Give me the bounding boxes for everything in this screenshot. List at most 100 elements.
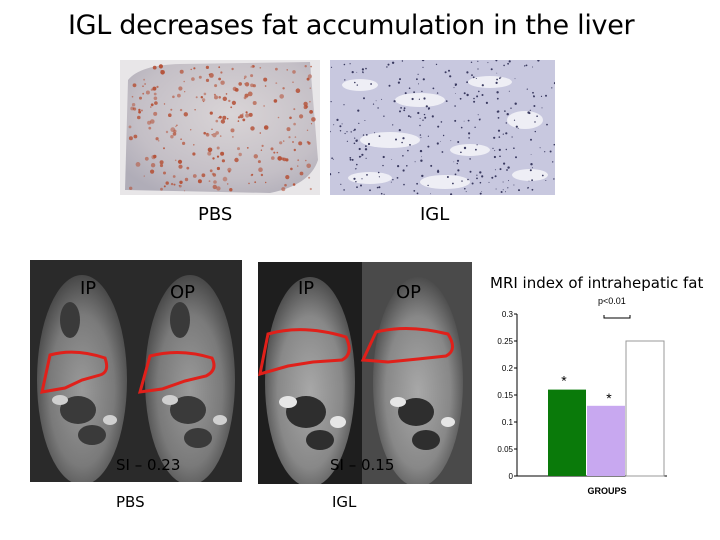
nucleus-dot — [387, 63, 390, 66]
nucleus-dot — [545, 94, 547, 97]
nucleus-dot — [365, 134, 368, 136]
nucleus-dot — [456, 162, 458, 165]
lipid-droplet — [207, 151, 212, 156]
nucleus-dot — [339, 130, 342, 132]
lipid-droplet — [306, 77, 310, 81]
nucleus-dot — [497, 117, 500, 119]
nucleus-dot — [529, 109, 531, 111]
lipid-droplet — [154, 101, 158, 105]
nucleus-dot — [427, 108, 430, 110]
significance-star-1: * — [561, 373, 567, 389]
lipid-droplet — [231, 100, 236, 105]
nucleus-dot — [490, 68, 493, 71]
bar-chart: 0 0.05 0.1 0.15 0.2 0.25 0.3 GROUPS * * — [497, 310, 667, 496]
nucleus-dot — [527, 111, 530, 114]
nucleus-dot — [498, 136, 501, 138]
nucleus-dot — [528, 180, 530, 182]
lipid-droplet — [293, 122, 296, 126]
lipid-droplet — [152, 86, 157, 91]
nucleus-dot — [364, 120, 366, 121]
lipid-droplet — [208, 73, 211, 76]
nucleus-dot — [353, 142, 356, 145]
nucleus-dot — [534, 121, 536, 123]
lipid-droplet — [257, 160, 261, 164]
nucleus-dot — [513, 147, 515, 149]
lipid-droplet — [176, 124, 178, 127]
nucleus-dot — [493, 136, 496, 139]
lipid-droplet — [247, 91, 253, 97]
nucleus-dot — [466, 81, 468, 84]
lipid-droplet — [292, 70, 296, 74]
lipid-droplet — [178, 86, 183, 91]
lipid-droplet — [147, 120, 152, 125]
nucleus-dot — [455, 93, 456, 94]
nucleus-dot — [466, 93, 469, 97]
lipid-droplet — [311, 117, 316, 122]
lipid-droplet — [228, 99, 231, 103]
nucleus-dot — [382, 164, 384, 167]
lipid-droplet — [163, 103, 166, 105]
lipid-droplet — [248, 112, 253, 117]
nucleus-dot — [411, 97, 414, 101]
nucleus-dot — [399, 78, 401, 81]
nucleus-dot — [343, 189, 345, 191]
nucleus-dot — [479, 171, 482, 174]
nucleus-dot — [539, 147, 541, 149]
lipid-droplet — [150, 119, 155, 124]
nucleus-dot — [551, 87, 553, 89]
lipid-droplet — [259, 132, 262, 134]
lipid-droplet — [277, 156, 282, 161]
lipid-droplet — [308, 176, 311, 179]
nucleus-dot — [467, 119, 470, 122]
nucleus-dot — [473, 97, 475, 100]
lipid-droplet — [263, 125, 269, 130]
nucleus-dot — [403, 109, 406, 112]
lipid-droplet — [205, 78, 210, 82]
nucleus-dot — [421, 90, 423, 93]
nucleus-dot — [351, 71, 354, 74]
page-title: IGL decreases fat accumulation in the li… — [68, 10, 635, 41]
lipid-droplet — [227, 167, 232, 172]
lipid-droplet — [163, 147, 165, 150]
lipid-droplet — [160, 70, 162, 72]
nucleus-dot — [475, 148, 477, 151]
nucleus-dot — [499, 168, 502, 171]
lipid-droplet — [137, 115, 141, 120]
nucleus-dot — [473, 100, 476, 103]
nucleus-dot — [518, 189, 520, 192]
nucleus-dot — [468, 137, 470, 139]
lipid-droplet — [218, 96, 221, 99]
lipid-droplet — [275, 67, 278, 71]
nucleus-dot — [454, 173, 457, 176]
nucleus-dot — [376, 186, 379, 189]
nucleus-dot — [453, 87, 455, 89]
nucleus-dot — [476, 177, 478, 180]
nucleus-dot — [524, 65, 526, 67]
lipid-droplet — [211, 134, 213, 136]
nucleus-dot — [506, 169, 508, 171]
nucleus-dot — [361, 153, 364, 156]
nucleus-dot — [463, 120, 465, 122]
nucleus-dot — [400, 107, 402, 109]
nucleus-dot — [479, 181, 482, 184]
y-tick-label: 0.25 — [497, 337, 513, 346]
lipid-droplet — [157, 140, 160, 142]
nucleus-dot — [479, 192, 482, 195]
mri-pbs-group-label: PBS — [116, 493, 145, 511]
nucleus-dot — [492, 147, 494, 149]
lipid-droplet — [172, 95, 175, 99]
nucleus-dot — [508, 60, 511, 63]
lipid-droplet — [230, 128, 235, 133]
lipid-droplet — [309, 110, 313, 114]
lipid-droplet — [297, 165, 299, 167]
nucleus-dot — [500, 76, 502, 78]
nucleus-dot — [365, 157, 367, 159]
lipid-droplet — [244, 75, 247, 79]
y-tick-label: 0.15 — [497, 391, 513, 400]
nucleus-dot — [441, 151, 444, 153]
nucleus-dot — [481, 84, 484, 87]
lipid-droplet — [222, 96, 227, 101]
nucleus-dot — [525, 64, 528, 67]
nucleus-dot — [494, 175, 497, 178]
lipid-droplet — [309, 187, 312, 191]
